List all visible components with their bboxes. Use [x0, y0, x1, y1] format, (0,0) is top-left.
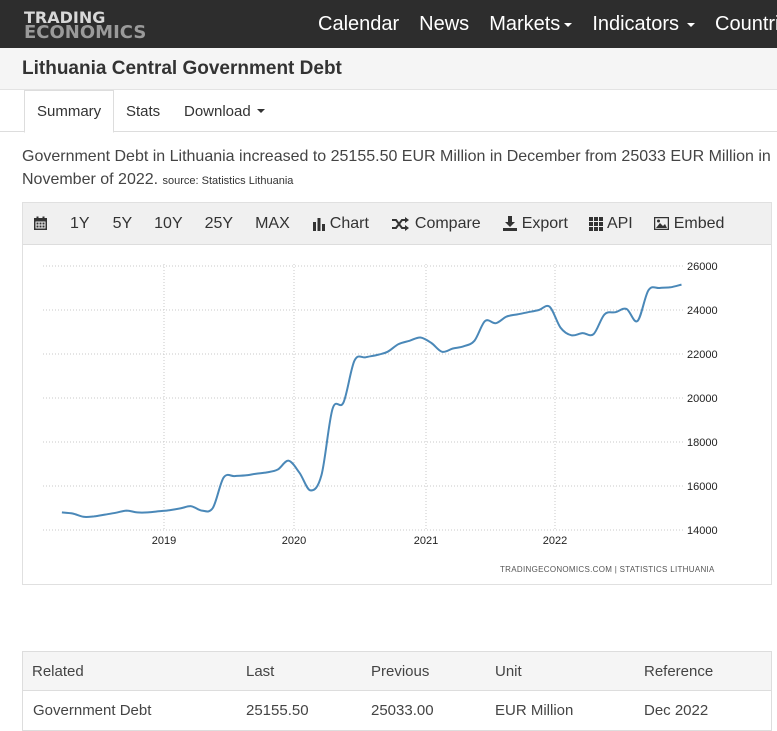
table-cell-previous: 25033.00	[371, 702, 434, 719]
compare-button[interactable]: Compare	[391, 203, 481, 245]
tab-download[interactable]: Download	[172, 90, 277, 132]
table-cell-reference: Dec 2022	[644, 702, 709, 719]
x-tick-label: 2020	[282, 535, 306, 547]
page-title-bar: Lithuania Central Government Debt	[0, 48, 777, 90]
x-tick-label: 2019	[152, 535, 176, 547]
chart-x-tick-labels: 2019 2020 2021 2022	[152, 535, 567, 547]
range-max-button[interactable]: MAX	[255, 214, 290, 232]
table-cell-unit: EUR Million	[495, 702, 574, 719]
chart-panel: 1Y 5Y 10Y 25Y MAX Chart Compare Export	[22, 202, 772, 585]
nav-link-countries-label: Countries	[715, 13, 777, 35]
nav-link-countries[interactable]: Countries	[715, 0, 777, 48]
related-table: Related Last Previous Unit Reference Gov…	[22, 651, 772, 731]
image-icon	[653, 217, 669, 230]
chart-gridlines	[43, 264, 683, 531]
compare-label: Compare	[414, 214, 481, 232]
x-tick-label: 2022	[543, 535, 567, 547]
range-1y-button[interactable]: 1Y	[70, 214, 90, 232]
nav-link-news[interactable]: News	[419, 0, 469, 48]
indicator-description: Government Debt in Lithuania increased t…	[22, 145, 777, 193]
export-button[interactable]: Export	[502, 203, 568, 245]
chart-y-tick-labels: 14000 16000 18000 20000 22000 24000 26000	[687, 261, 718, 537]
table-header-last: Last	[246, 663, 275, 680]
export-label: Export	[521, 214, 568, 232]
chart-credit: TRADINGECONOMICS.COM | STATISTICS LITHUA…	[500, 565, 715, 574]
chart-type-button[interactable]: Chart	[312, 203, 369, 245]
chevron-down-icon	[564, 23, 573, 27]
api-label: API	[606, 214, 633, 232]
embed-button[interactable]: Embed	[653, 203, 725, 245]
table-cell-related[interactable]: Government Debt	[33, 702, 152, 719]
table-header-unit: Unit	[495, 663, 522, 680]
bar-chart-icon	[312, 217, 325, 231]
y-tick-label: 18000	[687, 437, 718, 449]
download-icon	[502, 216, 517, 231]
description-text: Government Debt in Lithuania increased t…	[22, 148, 771, 188]
trading-economics-logo[interactable]: TRADING ECONOMICS	[24, 8, 147, 43]
chevron-down-icon	[256, 109, 265, 113]
tab-summary[interactable]: Summary	[24, 90, 115, 133]
range-10y-button[interactable]: 10Y	[154, 214, 183, 232]
x-tick-label: 2021	[414, 535, 438, 547]
table-header-previous: Previous	[371, 663, 430, 680]
calendar-icon-svg	[34, 216, 47, 230]
logo-line1: TRADING	[24, 8, 106, 27]
table-header-reference: Reference	[644, 663, 714, 680]
y-tick-label: 16000	[687, 481, 718, 493]
tab-download-label: Download	[184, 102, 251, 120]
y-tick-label: 14000	[687, 525, 718, 537]
y-tick-label: 26000	[687, 261, 718, 273]
nav-link-markets[interactable]: Markets	[489, 0, 573, 48]
table-header-row: Related Last Previous Unit Reference	[23, 652, 771, 691]
nav-link-markets-label: Markets	[489, 13, 561, 35]
nav-links: Calendar News Markets Indicators Countri…	[318, 0, 777, 48]
nav-link-indicators[interactable]: Indicators	[592, 0, 696, 48]
chart-series-line	[61, 283, 682, 518]
range-25y-button[interactable]: 25Y	[204, 214, 234, 232]
source-label: source: Statistics Lithuania	[162, 175, 294, 187]
y-tick-label: 22000	[687, 349, 718, 361]
tab-bar: Summary Stats Download	[0, 90, 777, 133]
y-tick-label: 20000	[687, 393, 718, 405]
page-title: Lithuania Central Government Debt	[22, 58, 342, 79]
range-5y-button[interactable]: 5Y	[112, 214, 133, 232]
chart-type-label: Chart	[329, 214, 369, 232]
top-navbar: TRADING ECONOMICS Calendar News Markets …	[0, 0, 777, 48]
api-button[interactable]: API	[588, 203, 633, 245]
nav-link-calendar-label: Calendar	[318, 13, 400, 35]
embed-label: Embed	[673, 214, 725, 232]
tab-stats[interactable]: Stats	[126, 102, 161, 120]
table-cell-last: 25155.50	[246, 702, 309, 719]
nav-link-indicators-label: Indicators	[592, 13, 680, 35]
nav-link-calendar[interactable]: Calendar	[318, 0, 399, 48]
table-header-related: Related	[32, 663, 84, 680]
grid-icon	[588, 216, 603, 231]
chart-toolbar: 1Y 5Y 10Y 25Y MAX Chart Compare Export	[23, 203, 771, 245]
y-tick-label: 24000	[687, 305, 718, 317]
chevron-down-icon	[687, 23, 696, 27]
table-row[interactable]: Government Debt 25155.50 25033.00 EUR Mi…	[23, 691, 771, 730]
nav-link-news-label: News	[419, 13, 470, 35]
logo-line2: ECONOMICS	[24, 22, 147, 43]
calendar-icon[interactable]	[33, 203, 48, 245]
debt-line-chart: 2019 2020 2021 2022 14000 16000 18000 20000 220…	[43, 261, 718, 547]
shuffle-icon	[391, 216, 409, 231]
